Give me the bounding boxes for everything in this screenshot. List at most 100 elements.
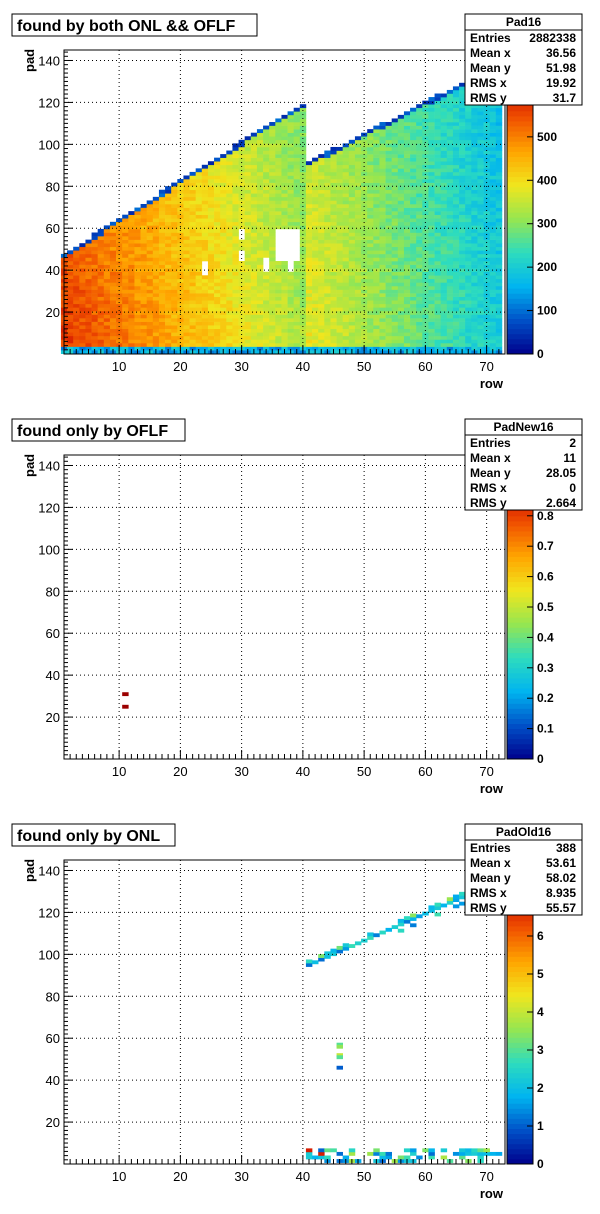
heatmap-cell: [195, 264, 203, 269]
heatmap-cell: [293, 285, 301, 290]
heatmap-cell: [269, 307, 276, 312]
palette-band: [507, 531, 533, 537]
heatmap-cell: [452, 189, 460, 194]
heatmap-cell: [348, 225, 356, 230]
heatmap-cell: [361, 325, 368, 330]
heatmap-cell: [422, 278, 429, 283]
heatmap-cell: [452, 146, 460, 151]
heatmap-cell: [91, 285, 98, 290]
heatmap-cell: [495, 303, 503, 308]
heatmap-cell: [79, 332, 86, 337]
palette-band: [507, 166, 533, 173]
heatmap-cell: [471, 289, 478, 294]
heatmap-cell: [195, 243, 203, 248]
heatmap-cell: [403, 175, 411, 180]
heatmap-cell: [403, 303, 411, 308]
grid-lines: [64, 50, 505, 354]
heatmap-cell: [489, 154, 497, 158]
heatmap-cell: [318, 303, 325, 308]
heatmap-cell: [385, 171, 392, 176]
heatmap-cell: [361, 307, 368, 312]
heatmap-cell: [361, 182, 368, 187]
heatmap-cell: [410, 253, 417, 258]
heatmap-cell: [410, 193, 417, 198]
heatmap-cell: [220, 161, 227, 166]
y-tick-label: 60: [46, 221, 60, 236]
heatmap-cell: [97, 332, 105, 337]
heatmap-cell: [348, 264, 356, 269]
heatmap-cell: [489, 214, 497, 219]
heatmap-cell: [403, 246, 411, 251]
heatmap-cell: [312, 310, 319, 315]
heatmap-cell: [226, 207, 233, 212]
heatmap-cell: [232, 218, 239, 223]
heatmap-cell: [293, 314, 301, 319]
heatmap-cell: [91, 264, 98, 269]
heatmap-cell: [361, 221, 368, 226]
heatmap-cell: [434, 189, 441, 194]
palette-band: [507, 1077, 533, 1084]
heatmap-cell: [379, 168, 386, 173]
heatmap-cell: [483, 293, 490, 297]
heatmap-cell: [195, 289, 203, 294]
heatmap-cell: [256, 339, 264, 344]
heatmap-cell: [97, 282, 105, 287]
heatmap-cell: [477, 221, 484, 226]
heatmap-cell: [275, 339, 282, 344]
heatmap-cell: [293, 293, 301, 297]
heatmap-cell: [410, 207, 417, 212]
heatmap-cell: [207, 342, 215, 347]
heatmap-cell: [361, 318, 368, 322]
heatmap-cell: [263, 232, 270, 237]
heatmap-cell: [214, 303, 221, 308]
heatmap-cell: [379, 236, 386, 240]
heatmap-cell: [256, 250, 264, 255]
heatmap-cell: [440, 246, 448, 251]
heatmap-cell: [434, 346, 441, 351]
heatmap-cell: [495, 268, 503, 273]
heatmap-cell: [79, 335, 86, 340]
heatmap-cell: [146, 303, 154, 308]
heatmap-cell: [201, 203, 209, 208]
heatmap-cell: [361, 146, 368, 151]
heatmap-cell: [397, 136, 405, 141]
heatmap-cell: [269, 132, 276, 137]
heatmap-cell: [428, 289, 435, 294]
heatmap-cell: [275, 285, 282, 290]
heatmap-cell: [201, 179, 209, 183]
heatmap-cell: [299, 118, 307, 123]
heatmap-cell: [348, 250, 356, 255]
heatmap-cell: [287, 168, 294, 173]
heatmap-cell: [146, 232, 154, 237]
heatmap-cell: [134, 253, 141, 258]
heatmap-cell: [459, 182, 466, 187]
heatmap-cell: [220, 218, 227, 223]
heatmap-cell: [489, 278, 497, 283]
heatmap-cell: [318, 161, 325, 166]
heatmap-cell: [446, 278, 454, 283]
heatmap-cell: [226, 275, 233, 280]
heatmap-cell: [299, 243, 307, 248]
heatmap-cell: [299, 293, 307, 297]
heatmap-cell: [73, 332, 80, 337]
heatmap-cell: [495, 164, 503, 169]
heatmap-cell: [410, 196, 417, 201]
heatmap-cell: [312, 203, 319, 208]
heatmap-cell: [250, 282, 258, 287]
heatmap-cell: [238, 225, 245, 230]
heatmap-cell: [122, 261, 129, 265]
heatmap-cell: [263, 203, 270, 208]
heatmap-cell: [446, 118, 454, 123]
heatmap-cell: [201, 285, 209, 290]
heatmap-cell: [250, 325, 258, 330]
heatmap-cell: [177, 303, 184, 308]
heatmap-cell: [489, 186, 497, 191]
heatmap-cell: [189, 261, 196, 265]
heatmap-cell: [305, 228, 313, 233]
heatmap-cell: [367, 200, 374, 205]
heatmap-cell: [489, 114, 497, 119]
heatmap-cell: [410, 296, 417, 301]
heatmap-cell: [446, 236, 454, 240]
heatmap-cell: [220, 203, 227, 208]
heatmap-cell: [171, 321, 178, 326]
